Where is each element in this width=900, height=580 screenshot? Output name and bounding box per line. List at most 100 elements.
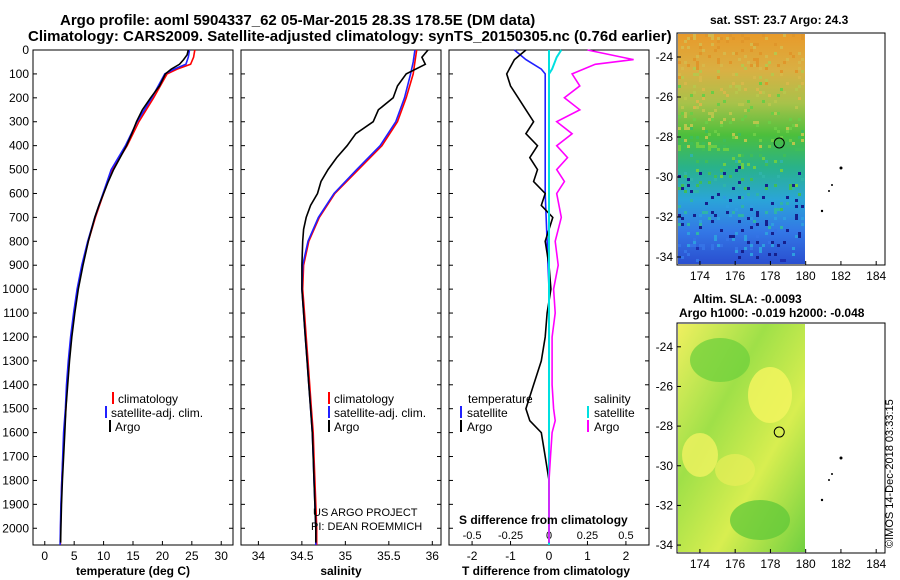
sst-pixel <box>684 112 687 115</box>
sst-pixel <box>798 172 801 175</box>
lat-tick-label: -24 <box>656 340 674 354</box>
sst-pixel <box>696 142 699 145</box>
sst-pixel <box>765 160 768 163</box>
sst-pixel <box>687 223 690 226</box>
sst-pixel <box>765 211 768 214</box>
salinity-legend: climatology satellite-adj. clim. Argo US… <box>311 392 426 533</box>
depth-tick-label: 0 <box>22 43 29 57</box>
sst-pixel <box>759 247 762 250</box>
sst-pixel <box>750 244 753 247</box>
series-line-argo <box>59 49 190 543</box>
sst-pixel <box>699 43 702 46</box>
sst-pixel <box>726 238 729 241</box>
sla-map-axes: 174 176 178 180 182 184 -24 -26 -28 -30 -32 -34 <box>656 340 887 571</box>
sst-pixel <box>774 43 777 46</box>
sst-pixel <box>723 52 726 55</box>
sst-pixel <box>744 235 747 238</box>
x2-tick-label: 0.25 <box>577 530 598 542</box>
sst-pixel <box>768 121 771 124</box>
depth-tick-label: 1900 <box>2 497 29 511</box>
sst-pixel <box>771 73 774 76</box>
sst-pixel <box>708 112 711 115</box>
sst-pixel <box>798 148 801 151</box>
sst-pixel <box>738 196 741 199</box>
sst-pixel <box>702 148 705 151</box>
island-dot <box>839 166 843 170</box>
sst-pixel <box>714 145 717 148</box>
sst-pixel <box>678 223 681 226</box>
salinity-axis-label: salinity <box>320 564 362 578</box>
lon-tick-label: 174 <box>690 557 710 571</box>
sst-pixel <box>741 178 744 181</box>
sst-map: 174 176 178 180 182 184 -24 -26 -28 -30 -32 -34 <box>656 32 887 283</box>
sst-pixel <box>732 238 735 241</box>
sst-pixel <box>798 85 801 88</box>
sst-pixel <box>714 238 717 241</box>
sst-pixel <box>690 190 693 193</box>
sst-pixel <box>726 37 729 40</box>
sst-pixel <box>735 250 738 253</box>
sst-pixel <box>702 247 705 250</box>
sst-pixel <box>798 67 801 70</box>
x-tick-label: 1 <box>584 549 591 563</box>
sst-pixel <box>699 220 702 223</box>
series-line-satellite-adj-clim- <box>59 49 191 546</box>
sst-pixel <box>699 46 702 49</box>
sst-pixel <box>723 100 726 103</box>
legend-header-temperature: temperature <box>468 392 533 406</box>
sst-pixel <box>678 145 681 148</box>
sst-pixel <box>720 124 723 127</box>
sst-pixel <box>678 115 681 118</box>
sst-pixel <box>699 103 702 106</box>
sst-pixel <box>738 88 741 91</box>
sst-pixel <box>732 82 735 85</box>
sst-pixel <box>741 250 744 253</box>
sla-high-blob <box>682 433 718 477</box>
sst-pixel <box>756 121 759 124</box>
sst-pixel <box>684 139 687 142</box>
sst-pixel <box>714 235 717 238</box>
sst-pixel <box>720 169 723 172</box>
sst-pixel <box>690 124 693 127</box>
lat-tick-label: -34 <box>656 538 674 552</box>
sst-pixel <box>741 118 744 121</box>
sst-pixel <box>720 64 723 67</box>
sst-pixel <box>765 79 768 82</box>
sst-pixel <box>759 91 762 94</box>
sst-pixel <box>744 67 747 70</box>
sst-pixel <box>744 88 747 91</box>
island-dot <box>831 473 833 475</box>
sst-pixel <box>780 70 783 73</box>
sst-pixel <box>678 187 681 190</box>
sla-low-blob <box>730 500 790 540</box>
sst-pixel <box>738 181 741 184</box>
island-dots <box>820 166 843 213</box>
sst-pixel <box>774 217 777 220</box>
sst-pixel <box>792 142 795 145</box>
depth-tick-label: 900 <box>9 258 29 272</box>
sst-pixel <box>768 61 771 64</box>
lat-tick-label: -26 <box>656 90 674 104</box>
sst-pixel <box>708 34 711 37</box>
sla-map-title-line1: Altim. SLA: -0.0093 <box>693 292 802 306</box>
lon-tick-label: 176 <box>725 269 745 283</box>
sst-pixel <box>759 154 762 157</box>
lon-tick-label: 180 <box>796 269 816 283</box>
x-tick-label: 25 <box>185 549 199 563</box>
sst-pixel <box>750 226 753 229</box>
legend-label-sal-argo: Argo <box>594 420 620 434</box>
legend-label-climatology: climatology <box>118 392 178 406</box>
sst-pixel <box>693 85 696 88</box>
series-line-climatology <box>59 49 196 546</box>
sst-pixel <box>786 229 789 232</box>
x-tick-label: 2 <box>623 549 630 563</box>
sst-pixel <box>774 205 777 208</box>
sst-pixel <box>717 70 720 73</box>
sst-pixel <box>729 199 732 202</box>
sst-pixel <box>729 121 732 124</box>
legend-label-argo: Argo <box>115 420 141 434</box>
legend-label-satellite: satellite-adj. clim. <box>111 406 203 420</box>
sst-pixel <box>747 37 750 40</box>
sst-pixel <box>681 106 684 109</box>
sst-pixel <box>795 124 798 127</box>
